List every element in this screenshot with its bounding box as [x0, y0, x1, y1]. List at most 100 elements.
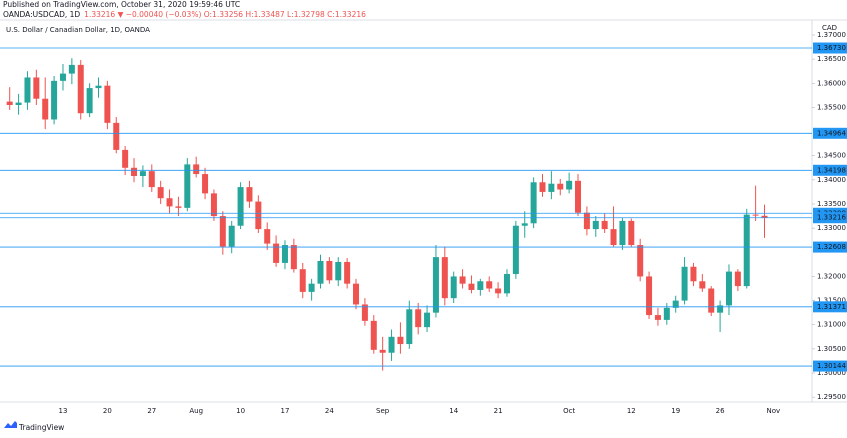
candle-body	[646, 276, 653, 316]
candle-body	[59, 73, 66, 81]
candle-body	[761, 215, 768, 218]
candle-body	[139, 171, 146, 176]
y-tick-label: 1.34500	[817, 152, 846, 160]
y-tick-label: 1.30500	[817, 345, 846, 353]
candle-body	[663, 307, 670, 320]
candle-body	[148, 171, 155, 188]
candle-body	[477, 281, 484, 290]
candle-body	[24, 77, 31, 103]
candle-body	[77, 64, 84, 114]
level-label: 1.34964	[817, 129, 846, 137]
level-tag	[813, 241, 847, 253]
candle-body	[210, 193, 217, 217]
candle-body	[388, 336, 395, 353]
candle-body	[486, 281, 493, 289]
candle-body	[246, 187, 253, 202]
candle-body	[734, 271, 741, 287]
candle-body	[699, 281, 706, 289]
x-tick-label: 20	[103, 407, 112, 415]
candle-body	[184, 164, 191, 208]
candle-body	[575, 180, 582, 213]
candle-body	[717, 305, 724, 313]
y-tick-label: 1.31500	[817, 297, 846, 305]
level-label: 1.33216	[817, 214, 846, 222]
x-tick-label: 12	[627, 407, 636, 415]
symbol-name: OANDA:USDCAD, 1D	[3, 10, 80, 19]
x-tick-label: 10	[236, 407, 245, 415]
candle-body	[219, 216, 226, 247]
candle-body	[539, 182, 546, 192]
y-tick-label: 1.34000	[817, 176, 846, 184]
candle-body	[33, 77, 40, 99]
x-tick-label: 27	[147, 407, 156, 415]
candle-body	[335, 261, 342, 281]
symbol: OANDA:USDCAD, 1D 1.33216 ▼ −0.00040 (−0.0…	[3, 10, 366, 19]
candle-body	[512, 225, 519, 275]
brand-name: TradingView	[18, 423, 64, 432]
brand: TradingView	[4, 421, 64, 432]
candle-body	[193, 164, 200, 175]
x-tick-label: 21	[494, 407, 503, 415]
y-tick-label: 1.29500	[817, 393, 846, 401]
level-label: 1.34198	[817, 166, 846, 174]
candle-body	[610, 229, 617, 246]
quote: 1.33216 ▼ −0.00040 (−0.03%) O:1.33256 H:…	[84, 10, 366, 19]
candle-body	[583, 212, 590, 230]
candle-body	[743, 214, 750, 287]
candle-body	[441, 257, 448, 299]
currency: CAD	[822, 24, 837, 32]
candle-body	[628, 220, 635, 246]
level-tag	[813, 212, 847, 224]
candle-body	[672, 300, 679, 308]
x-tick-label: 19	[671, 407, 680, 415]
candle-body	[752, 214, 759, 216]
y-tick-label: 1.37000	[817, 31, 846, 39]
x-tick-label: 26	[716, 407, 725, 415]
candle-body	[237, 187, 244, 226]
candle-body	[361, 304, 368, 321]
candle-body	[379, 349, 386, 353]
candle-body	[353, 283, 360, 305]
candle-body	[299, 269, 306, 292]
y-tick-label: 1.32000	[817, 272, 846, 280]
brand-logo	[4, 421, 17, 428]
candle-body	[228, 225, 235, 247]
candle-body	[503, 274, 510, 294]
level-label: 1.36730	[817, 44, 846, 52]
candle-body	[619, 220, 626, 246]
candle-body	[290, 245, 297, 270]
candle-body	[521, 223, 528, 226]
candle-body	[681, 266, 688, 301]
candle-body	[281, 245, 288, 263]
candle-body	[530, 182, 537, 224]
level-label: 1.30144	[817, 362, 846, 370]
candle-body	[397, 336, 404, 345]
y-tick-label: 1.36000	[817, 79, 846, 87]
y-tick-label: 1.30000	[817, 369, 846, 377]
x-tick-label: 24	[325, 407, 334, 415]
candle-body	[113, 122, 120, 150]
x-tick-label: Oct	[563, 407, 575, 415]
level-tag	[813, 42, 847, 54]
x-tick-label: 13	[59, 407, 68, 415]
y-tick-label: 1.33500	[817, 200, 846, 208]
candle-body	[68, 64, 75, 74]
candle-body	[317, 260, 324, 284]
candle-body	[495, 288, 502, 294]
candle-body	[459, 276, 466, 284]
candle-body	[42, 98, 49, 120]
y-tick-label: 1.33000	[817, 224, 846, 232]
candle-body	[157, 187, 164, 199]
x-tick-label: Nov	[767, 407, 781, 415]
candle-body	[6, 101, 13, 105]
candle-body	[104, 85, 111, 123]
candle-body	[131, 167, 138, 176]
candle-body	[566, 180, 573, 190]
candle-body	[548, 183, 555, 192]
y-tick-label: 1.36500	[817, 55, 846, 63]
candle-body	[601, 220, 608, 230]
candle-body	[557, 183, 564, 190]
candle-body	[202, 174, 209, 194]
candle-body	[51, 80, 58, 120]
